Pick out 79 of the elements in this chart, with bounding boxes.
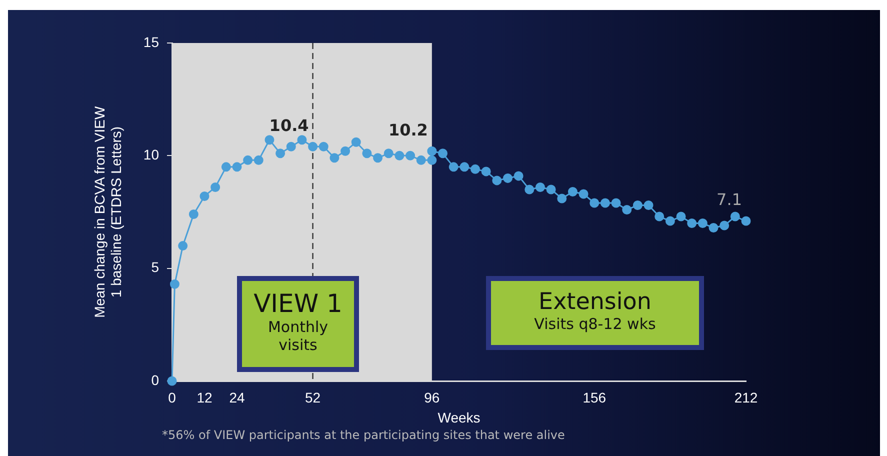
point <box>243 155 253 165</box>
point <box>178 241 188 251</box>
point <box>492 176 502 186</box>
point <box>698 218 708 228</box>
point <box>524 184 534 194</box>
point <box>276 148 286 158</box>
y-tick-label: 0 <box>151 372 160 388</box>
point <box>460 162 470 172</box>
point <box>254 155 264 165</box>
annotation: VIEW 1 <box>252 289 344 318</box>
y-tick-label: 5 <box>151 259 160 276</box>
point <box>210 182 220 192</box>
point <box>578 189 588 199</box>
callout-box: Extension Visits q8-12 wks <box>486 276 704 350</box>
point <box>232 162 242 172</box>
annotation: 10.2 <box>388 120 428 140</box>
y-tick-label: 15 <box>143 34 160 50</box>
point <box>535 182 545 192</box>
point <box>481 166 491 176</box>
point <box>470 164 480 174</box>
point <box>308 142 318 152</box>
point <box>351 137 361 147</box>
point <box>170 279 180 289</box>
point <box>427 146 437 156</box>
point <box>427 155 437 165</box>
point <box>264 135 274 145</box>
point <box>502 173 512 183</box>
point <box>297 135 307 145</box>
point <box>730 212 740 222</box>
point <box>188 210 198 220</box>
point <box>644 200 654 210</box>
point <box>687 218 697 228</box>
annotation: Extension <box>538 289 652 315</box>
point <box>384 148 394 158</box>
point <box>654 212 664 222</box>
x-tick-label: 0 <box>168 389 176 406</box>
point <box>394 150 404 160</box>
point <box>600 198 610 208</box>
y-axis-title: Mean change in BCVA from VIEW 1 baseline (ETDRS Letters) <box>91 106 124 318</box>
point <box>406 150 416 160</box>
callout-box: VIEW 1 Monthly visits <box>237 276 359 372</box>
point <box>286 142 296 152</box>
point <box>676 212 686 222</box>
point <box>200 191 210 201</box>
point <box>590 198 600 208</box>
x-tick-label: 212 <box>734 389 758 406</box>
point <box>720 220 730 230</box>
point <box>546 184 556 194</box>
x-axis-title: Weeks <box>438 409 480 426</box>
x-tick-label: 12 <box>196 389 212 406</box>
point <box>167 376 177 386</box>
point <box>438 148 448 158</box>
point <box>318 142 328 152</box>
point <box>362 148 372 158</box>
x-tick-label: 24 <box>229 389 245 406</box>
y-tick-label: 10 <box>143 146 160 163</box>
point <box>741 216 751 226</box>
x-tick-label: 52 <box>305 389 321 406</box>
point <box>330 153 340 163</box>
point <box>340 146 350 156</box>
annotation: 10.4 <box>269 116 309 135</box>
point <box>448 162 458 172</box>
point <box>373 153 383 163</box>
x-tick-label: 96 <box>424 389 440 406</box>
point <box>568 186 578 196</box>
point <box>514 171 524 181</box>
annotation: 7.1 <box>716 190 742 210</box>
point <box>416 155 426 165</box>
point <box>665 216 675 226</box>
point <box>622 204 632 214</box>
annotation: Monthly visits <box>266 318 330 354</box>
point <box>557 194 567 204</box>
point <box>632 200 642 210</box>
point <box>221 162 231 172</box>
point <box>708 223 718 233</box>
annotation: Visits q8-12 wks <box>533 315 657 333</box>
point <box>611 198 621 208</box>
x-tick-label: 156 <box>582 389 606 406</box>
text: *56% of VIEW participants at the participating sites that were alive <box>162 428 565 442</box>
